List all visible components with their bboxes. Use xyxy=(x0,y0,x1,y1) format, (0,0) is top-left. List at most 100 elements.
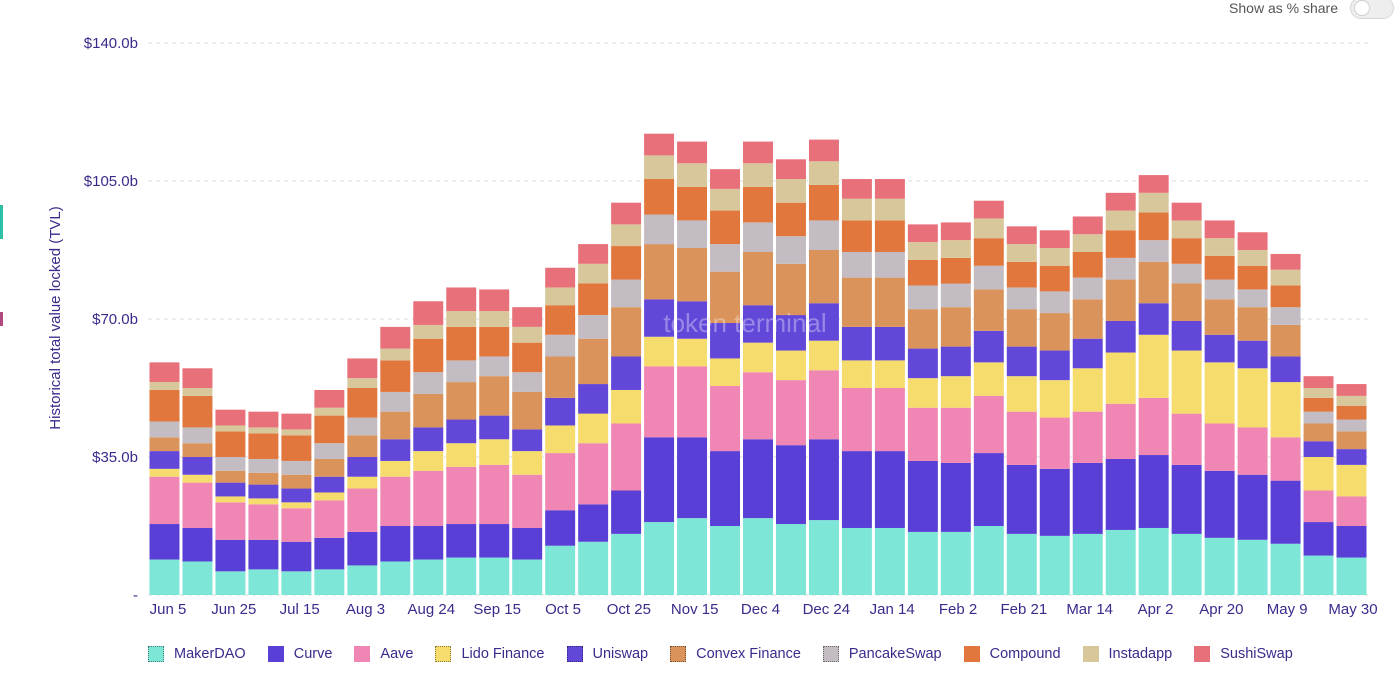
bar-segment[interactable] xyxy=(1138,240,1169,262)
bar-segment[interactable] xyxy=(1237,427,1268,475)
bar-segment[interactable] xyxy=(512,559,543,595)
bar-segment[interactable] xyxy=(1006,309,1037,347)
bar-segment[interactable] xyxy=(281,488,312,503)
bar-segment[interactable] xyxy=(578,384,609,414)
bar-segment[interactable] xyxy=(314,476,345,493)
bar-segment[interactable] xyxy=(578,541,609,595)
bar-segment[interactable] xyxy=(1138,397,1169,456)
legend-item[interactable]: SushiSwap xyxy=(1194,646,1293,662)
bar-segment[interactable] xyxy=(874,451,905,528)
bar-segment[interactable] xyxy=(281,541,312,572)
bar-segment[interactable] xyxy=(808,370,839,440)
legend-item[interactable]: Aave xyxy=(354,646,413,662)
bar-segment[interactable] xyxy=(907,242,938,260)
bar-segment[interactable] xyxy=(973,265,1004,290)
legend-item[interactable]: Lido Finance xyxy=(435,646,545,662)
bar-segment[interactable] xyxy=(907,309,938,349)
bar-segment[interactable] xyxy=(644,299,675,337)
bar-segment[interactable] xyxy=(1105,320,1136,353)
bar-segment[interactable] xyxy=(644,214,675,245)
bar-segment[interactable] xyxy=(907,259,938,286)
bar-segment[interactable] xyxy=(677,186,708,221)
bar-segment[interactable] xyxy=(479,557,510,595)
bar-segment[interactable] xyxy=(874,326,905,361)
bar-segment[interactable] xyxy=(281,474,312,489)
bar-segment[interactable] xyxy=(149,437,180,452)
bar-segment[interactable] xyxy=(314,492,345,501)
bar-segment[interactable] xyxy=(347,417,378,436)
bar-segment[interactable] xyxy=(907,407,938,461)
bar-segment[interactable] xyxy=(578,283,609,316)
bar-segment[interactable] xyxy=(314,389,345,408)
bar-segment[interactable] xyxy=(1336,464,1367,497)
bar-segment[interactable] xyxy=(215,457,246,471)
bar-segment[interactable] xyxy=(446,466,477,525)
bar-segment[interactable] xyxy=(380,411,411,440)
bar-segment[interactable] xyxy=(215,571,246,595)
bar-segment[interactable] xyxy=(710,210,741,245)
bar-segment[interactable] xyxy=(710,358,741,387)
bar-segment[interactable] xyxy=(644,155,675,180)
bar-segment[interactable] xyxy=(1237,250,1268,266)
bar-segment[interactable] xyxy=(1303,397,1334,412)
bar-segment[interactable] xyxy=(314,415,345,444)
bar-segment[interactable] xyxy=(1072,251,1103,278)
bar-segment[interactable] xyxy=(1171,238,1202,264)
bar-segment[interactable] xyxy=(973,395,1004,454)
bar-segment[interactable] xyxy=(446,443,477,467)
bar-segment[interactable] xyxy=(182,457,213,475)
bar-segment[interactable] xyxy=(314,458,345,477)
bar-segment[interactable] xyxy=(281,413,312,430)
bar-segment[interactable] xyxy=(347,378,378,388)
bar-segment[interactable] xyxy=(149,524,180,560)
bar-segment[interactable] xyxy=(1072,411,1103,463)
bar-segment[interactable] xyxy=(314,443,345,459)
bar-segment[interactable] xyxy=(380,460,411,477)
bar-segment[interactable] xyxy=(940,462,971,532)
bar-segment[interactable] xyxy=(907,378,938,408)
bar-segment[interactable] xyxy=(215,482,246,497)
bar-segment[interactable] xyxy=(182,395,213,428)
bar-segment[interactable] xyxy=(973,362,1004,396)
bar-segment[interactable] xyxy=(973,238,1004,266)
bar-segment[interactable] xyxy=(1072,338,1103,369)
bar-segment[interactable] xyxy=(808,161,839,185)
bar-segment[interactable] xyxy=(248,458,279,473)
bar-segment[interactable] xyxy=(248,569,279,595)
bar-segment[interactable] xyxy=(149,421,180,438)
bar-segment[interactable] xyxy=(1204,362,1235,424)
bar-segment[interactable] xyxy=(512,429,543,452)
bar-segment[interactable] xyxy=(1039,350,1070,381)
bar-segment[interactable] xyxy=(710,322,741,359)
bar-segment[interactable] xyxy=(1072,277,1103,300)
bar-segment[interactable] xyxy=(1270,437,1301,481)
bar-segment[interactable] xyxy=(1039,265,1070,292)
bar-segment[interactable] xyxy=(446,557,477,595)
bar-segment[interactable] xyxy=(1138,175,1169,193)
legend-item[interactable]: Instadapp xyxy=(1082,646,1172,662)
bar-segment[interactable] xyxy=(743,141,773,164)
bar-segment[interactable] xyxy=(743,251,773,306)
bar-segment[interactable] xyxy=(841,277,872,327)
bar-segment[interactable] xyxy=(479,311,510,327)
bar-segment[interactable] xyxy=(743,518,773,595)
bar-segment[interactable] xyxy=(677,338,708,367)
bar-segment[interactable] xyxy=(1072,533,1103,595)
bar-segment[interactable] xyxy=(1171,283,1202,321)
bar-segment[interactable] xyxy=(775,380,806,446)
bar-segment[interactable] xyxy=(1270,253,1301,270)
bar-segment[interactable] xyxy=(1072,368,1103,412)
bar-segment[interactable] xyxy=(182,427,213,444)
bar-segment[interactable] xyxy=(578,315,609,339)
bar-segment[interactable] xyxy=(973,526,1004,595)
bar-segment[interactable] xyxy=(940,407,971,463)
bar-segment[interactable] xyxy=(347,435,378,457)
bar-segment[interactable] xyxy=(314,537,345,570)
bar-segment[interactable] xyxy=(380,391,411,412)
bar-segment[interactable] xyxy=(1171,220,1202,239)
bar-segment[interactable] xyxy=(578,504,609,542)
bar-segment[interactable] xyxy=(578,443,609,505)
bar-segment[interactable] xyxy=(874,360,905,388)
bar-segment[interactable] xyxy=(248,484,279,499)
bar-segment[interactable] xyxy=(841,360,872,388)
